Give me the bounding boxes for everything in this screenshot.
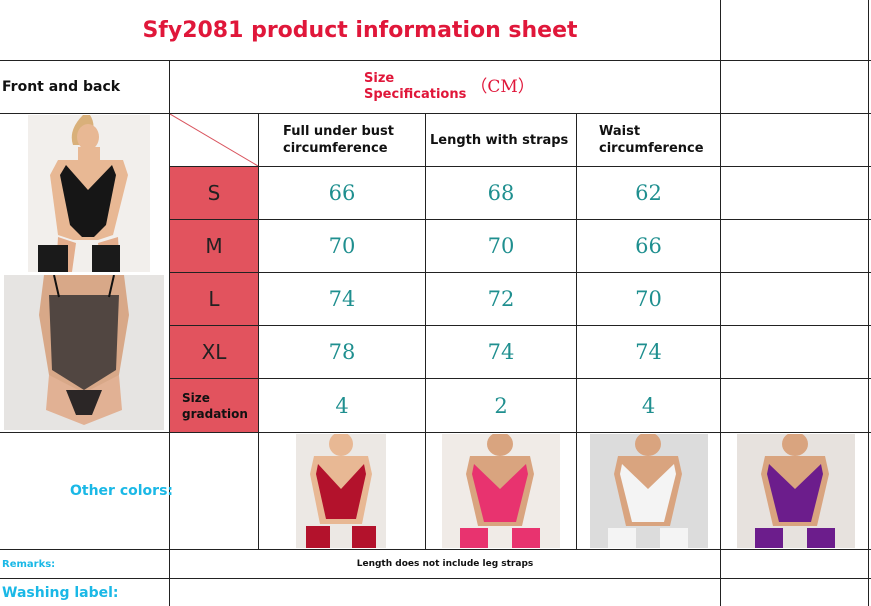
grid-line: [0, 60, 871, 61]
grid-line: [868, 0, 869, 606]
col-header-length: Length with straps: [430, 114, 575, 166]
other-colors-label: Other colors:: [70, 483, 174, 499]
back-product-photo: [4, 275, 164, 430]
col-header-line: Waist: [599, 124, 641, 139]
remarks-label: Remarks:: [2, 558, 56, 570]
color-swatch-purple: [737, 434, 855, 548]
table-cell: 66: [328, 181, 356, 205]
grid-line: [170, 166, 871, 167]
grid-line: [170, 325, 871, 326]
size-spec-header: Size Specifications （CM）: [364, 61, 664, 113]
purple-variant-illustration: [755, 434, 835, 548]
grid-line: [576, 113, 577, 549]
grid-line: [169, 60, 170, 606]
front-photo-illustration: [38, 115, 128, 272]
grid-line: [0, 113, 871, 114]
table-cell: 4: [335, 393, 349, 418]
table-cell: 74: [487, 340, 515, 364]
col-header-line: Length with straps: [430, 132, 569, 148]
table-cell: 72: [487, 287, 515, 311]
grid-line: [0, 578, 871, 579]
gradation-line: Size: [182, 390, 210, 405]
table-cell: 62: [635, 181, 662, 205]
col-header-line: Full under bust: [283, 124, 395, 139]
gradation-line: gradation: [182, 406, 248, 421]
color-swatch-white: [590, 434, 708, 548]
size-spec-line2: Specifications: [364, 87, 467, 102]
color-swatch-red: [296, 434, 386, 548]
diagonal-corner: [170, 114, 258, 166]
grid-line: [170, 219, 871, 220]
table-cell: 74: [635, 340, 662, 364]
table-cell: 66: [635, 234, 662, 258]
table-cell: 4: [641, 393, 656, 418]
color-swatch-pink: [442, 434, 560, 548]
back-photo-illustration: [39, 275, 129, 425]
size-label-s: S: [170, 167, 258, 219]
red-variant-illustration: [306, 434, 376, 548]
table-cell: 70: [635, 287, 662, 311]
size-spec-line1: Size: [364, 71, 395, 86]
white-variant-illustration: [608, 434, 688, 548]
table-cell: 68: [487, 181, 515, 205]
size-gradation-label: Size gradation: [170, 379, 258, 432]
remarks-text: Length does not include leg straps: [356, 559, 534, 569]
table-cell: 2: [494, 393, 508, 418]
page-title: Sfy2081 product information sheet: [142, 17, 578, 43]
size-spec-unit: （CM）: [470, 77, 535, 97]
col-header-line: circumference: [283, 141, 388, 156]
grid-line: [0, 549, 871, 550]
size-label-m: M: [170, 220, 258, 272]
table-cell: 78: [328, 340, 356, 364]
col-header-waist: Waist circumference: [599, 114, 719, 166]
front-back-label: Front and back: [2, 79, 121, 95]
pink-variant-illustration: [460, 434, 540, 548]
table-cell: 70: [328, 234, 356, 258]
front-product-photo: [28, 115, 150, 272]
table-cell: 74: [328, 287, 356, 311]
washing-label: Washing label:: [2, 584, 119, 601]
grid-line: [170, 272, 871, 273]
grid-line: [0, 432, 871, 433]
size-label-l: L: [170, 273, 258, 325]
grid-line: [720, 0, 721, 606]
col-header-bust: Full under bust circumference: [283, 114, 423, 166]
grid-line: [258, 113, 259, 549]
grid-line: [425, 113, 426, 549]
col-header-line: circumference: [599, 141, 704, 156]
grid-line: [170, 378, 871, 379]
size-label-xl: XL: [170, 326, 258, 378]
table-cell: 70: [487, 234, 515, 258]
